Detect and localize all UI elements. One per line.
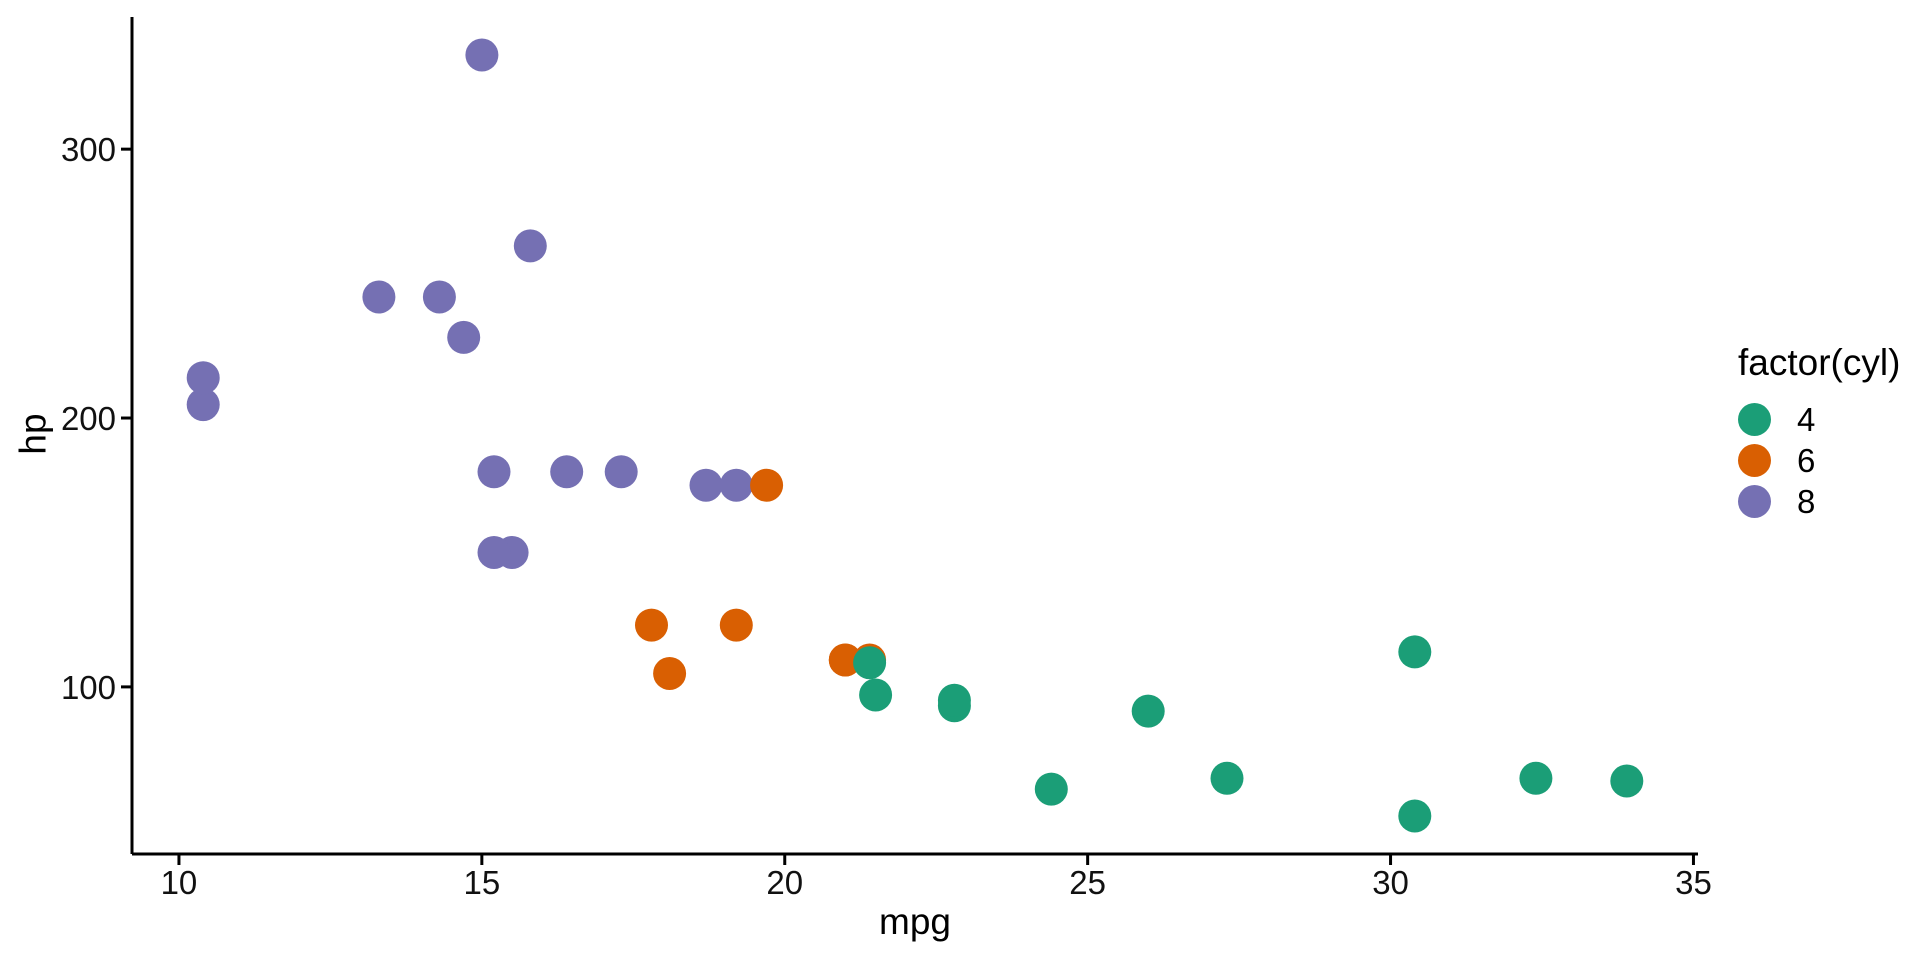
legend-key-dot-icon: [1738, 444, 1771, 477]
x-tick-label: 30: [1372, 864, 1409, 901]
x-tick-label: 25: [1069, 864, 1106, 901]
data-point-cyl4: [1398, 799, 1432, 833]
data-point-cyl4: [1131, 694, 1165, 728]
legend-item-label: 4: [1797, 401, 1816, 438]
data-point-cyl8: [477, 455, 511, 489]
data-point-cyl4: [937, 683, 971, 717]
data-point-cyl4: [1034, 772, 1068, 806]
y-tick-label: 200: [61, 400, 116, 437]
data-point-cyl8: [477, 536, 511, 569]
data-point-cyl8: [719, 468, 753, 502]
data-point-cyl6: [635, 608, 668, 642]
legend-item-label: 8: [1797, 483, 1816, 520]
x-tick-label: 20: [766, 864, 803, 901]
data-point-cyl4: [1210, 761, 1244, 795]
data-point-cyl4: [859, 678, 893, 712]
x-tick-label: 15: [463, 864, 500, 901]
data-point-cyl6: [719, 608, 753, 642]
legend-item-cyl8: 8: [1738, 481, 1900, 522]
data-point-cyl8: [550, 455, 584, 489]
data-point-cyl8: [447, 320, 481, 354]
y-axis-title: hp: [12, 413, 54, 455]
data-point-cyl6: [828, 643, 862, 677]
y-tick-label: 300: [61, 131, 116, 168]
legend-item-label: 6: [1797, 442, 1816, 479]
data-point-cyl8: [186, 388, 220, 422]
data-point-cyl6: [750, 468, 784, 502]
data-point-cyl8: [422, 280, 456, 314]
x-axis-title: mpg: [879, 901, 951, 942]
legend-items: 4 6 8: [1738, 399, 1900, 522]
legend-item-cyl6: 6: [1738, 440, 1900, 481]
y-tick-label: 100: [61, 669, 116, 706]
x-tick-label: 35: [1675, 864, 1712, 901]
data-point-cyl8: [513, 229, 547, 263]
data-point-cyl4: [1398, 635, 1432, 669]
legend-title: factor(cyl): [1738, 342, 1901, 383]
data-point-cyl8: [362, 280, 396, 314]
data-point-cyl8: [465, 38, 499, 72]
data-point-cyl8: [186, 361, 220, 395]
data-point-cyl8: [604, 455, 638, 489]
legend-item-cyl4: 4: [1738, 399, 1900, 440]
x-tick-label: 10: [161, 864, 198, 901]
legend: factor(cyl) 4 6 8: [1738, 341, 1900, 522]
data-point-cyl8: [689, 468, 723, 502]
data-point-cyl4: [1519, 761, 1553, 795]
data-point-cyl4: [853, 646, 887, 680]
data-point-cyl4: [1610, 764, 1644, 798]
data-point-cyl6: [653, 657, 687, 690]
legend-key-dot-icon: [1738, 403, 1771, 436]
legend-key-dot-icon: [1738, 485, 1771, 518]
